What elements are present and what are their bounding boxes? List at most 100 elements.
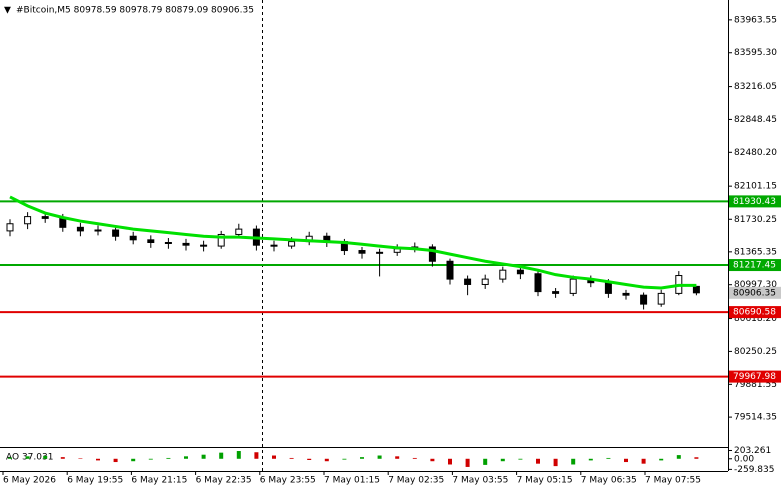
level-label: 81930.43 (733, 197, 776, 207)
ao-bar (272, 455, 276, 459)
y-tick-label: 82480.20 (734, 148, 777, 158)
current-price-box (729, 286, 781, 299)
ao-bar (25, 456, 30, 459)
ao-tick-label: -259.835 (734, 465, 774, 475)
ao-bar (377, 455, 382, 459)
candle-body (182, 242, 190, 246)
y-tick-label: 83595.30 (734, 48, 777, 58)
x-tick-label: 6 May 21:15 (131, 476, 187, 486)
y-tick-label: 80997.30 (734, 280, 777, 290)
candle-body (129, 235, 137, 241)
candle-body (604, 282, 612, 294)
candle-body (200, 244, 208, 247)
y-tick-label: 83963.55 (734, 15, 777, 25)
menu-arrow[interactable]: ▼ (4, 6, 11, 16)
candle-body (446, 260, 454, 280)
level-label-box (729, 306, 781, 319)
ao-bar (518, 458, 523, 460)
x-tick-label: 7 May 07:55 (645, 476, 701, 486)
x-tick-label: 6 May 2026 (3, 476, 56, 486)
moving-average (9, 195, 697, 290)
ao-bar (184, 456, 188, 459)
candle-body (59, 217, 67, 228)
candle-body (516, 269, 524, 275)
ao-bar (676, 455, 681, 459)
level-label-box (729, 195, 781, 208)
candle-body (657, 292, 665, 305)
candle-body (147, 239, 155, 243)
candle-body (692, 285, 700, 294)
x-tick-label: 6 May 23:55 (260, 476, 316, 486)
ao-bar (113, 458, 118, 463)
ao-bar (448, 458, 452, 465)
candle-body (569, 278, 577, 294)
ao-bar (430, 458, 435, 462)
candle-body (24, 216, 32, 225)
x-tick-label: 7 May 02:35 (388, 476, 444, 486)
ao-bar (307, 458, 312, 460)
candle-body (376, 251, 384, 254)
candle-body (217, 233, 225, 247)
chart-title: #Bitcoin,M5 80978.59 80978.79 80879.09 8… (16, 6, 254, 16)
ao-bar (694, 457, 699, 459)
candle-body (164, 242, 172, 244)
candle-body (76, 226, 84, 232)
candle-body (428, 246, 436, 262)
candle-body (6, 223, 14, 232)
x-tick-label: 6 May 22:35 (196, 476, 252, 486)
ao-bar (342, 458, 347, 460)
ao-bar (78, 458, 83, 459)
ao-bar (201, 454, 206, 459)
x-tick-label: 6 May 19:55 (67, 476, 123, 486)
candle-body (358, 250, 366, 254)
ao-bar (571, 458, 576, 465)
y-tick-label: 80250.25 (734, 347, 777, 357)
x-tick-label: 7 May 03:55 (452, 476, 508, 486)
candle-body (499, 269, 507, 280)
level-label: 81217.45 (733, 261, 776, 271)
candle-body (534, 273, 542, 293)
candle-body (112, 229, 120, 237)
x-tick-label: 7 May 01:15 (324, 476, 380, 486)
ao-bar (465, 458, 470, 467)
level-label-box (729, 259, 781, 272)
candle-body (235, 228, 243, 235)
y-tick-label: 82848.45 (734, 115, 777, 125)
ao-bar (588, 458, 593, 461)
y-tick-label: 81730.25 (734, 215, 777, 225)
ao-bar (553, 458, 558, 467)
candle-body (552, 291, 560, 294)
ao-bar (236, 451, 241, 459)
ao-bar (8, 457, 12, 459)
ao-bar (395, 456, 400, 459)
y-tick-label: 83216.05 (734, 82, 777, 92)
ao-tick-label: 0.00 (734, 454, 754, 464)
ao-bar (483, 458, 488, 465)
ao-tick-label: 203.261 (734, 446, 771, 456)
ao-bar (60, 457, 65, 459)
candle-body (464, 278, 472, 285)
ao-bar (360, 457, 364, 459)
level-label: 79967.98 (733, 372, 776, 382)
candle-body (288, 241, 296, 247)
ao-bar (131, 458, 136, 462)
candle-body (640, 294, 648, 305)
ao-bar (96, 458, 100, 461)
ao-bar (536, 458, 540, 464)
level-label-box (729, 370, 781, 383)
ao-bar (412, 457, 417, 459)
ao-bar (166, 457, 171, 459)
candle-body (270, 244, 278, 247)
candle-body (622, 292, 630, 296)
x-tick-label: 7 May 06:35 (581, 476, 637, 486)
ao-label: AO 37.031 (6, 453, 53, 463)
candle-body (94, 229, 102, 232)
y-tick-label: 79881.55 (734, 380, 777, 390)
ao-bar (624, 458, 628, 463)
current-price-label: 80906.35 (733, 288, 776, 298)
candle-body (41, 216, 49, 219)
y-tick-label: 80618.20 (734, 314, 777, 324)
ao-bar (219, 452, 224, 459)
